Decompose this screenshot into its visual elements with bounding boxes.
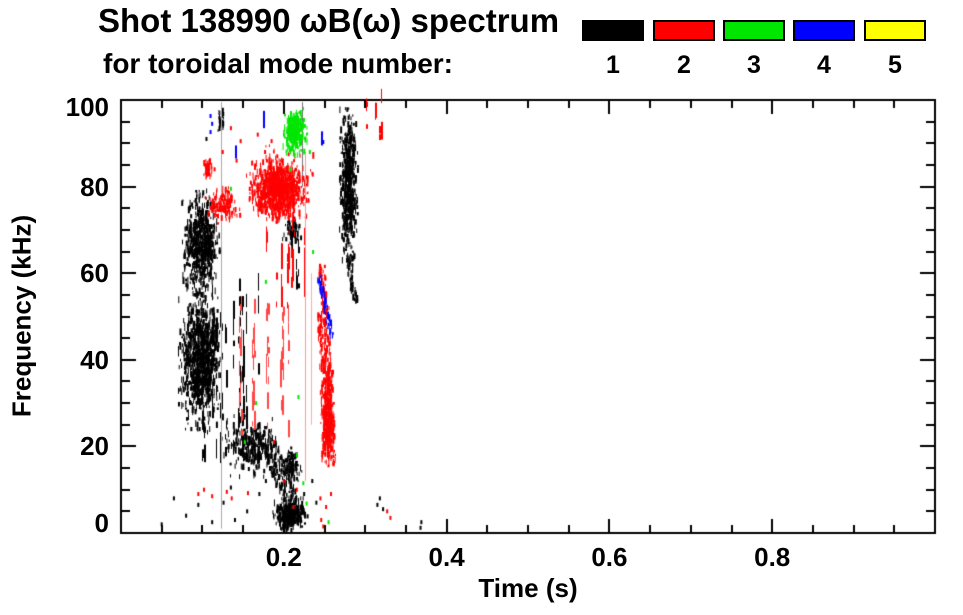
y-tick-label: 80 <box>80 171 109 202</box>
x-tick-label: 0.2 <box>265 542 302 572</box>
y-tick-label: 60 <box>80 258 109 289</box>
y-tick-label: 20 <box>80 431 109 462</box>
y-axis-label: Frequency (kHz) <box>6 214 37 418</box>
x-tick-label: 0.6 <box>591 542 628 572</box>
x-tick-label: 0.4 <box>428 542 465 572</box>
y-tick-label: 0 <box>94 508 109 538</box>
x-tick-label: 0.8 <box>754 542 791 572</box>
x-axis-label: Time (s) <box>478 573 578 603</box>
y-tick-label: 100 <box>65 92 109 122</box>
y-tick-label: 40 <box>80 344 109 375</box>
